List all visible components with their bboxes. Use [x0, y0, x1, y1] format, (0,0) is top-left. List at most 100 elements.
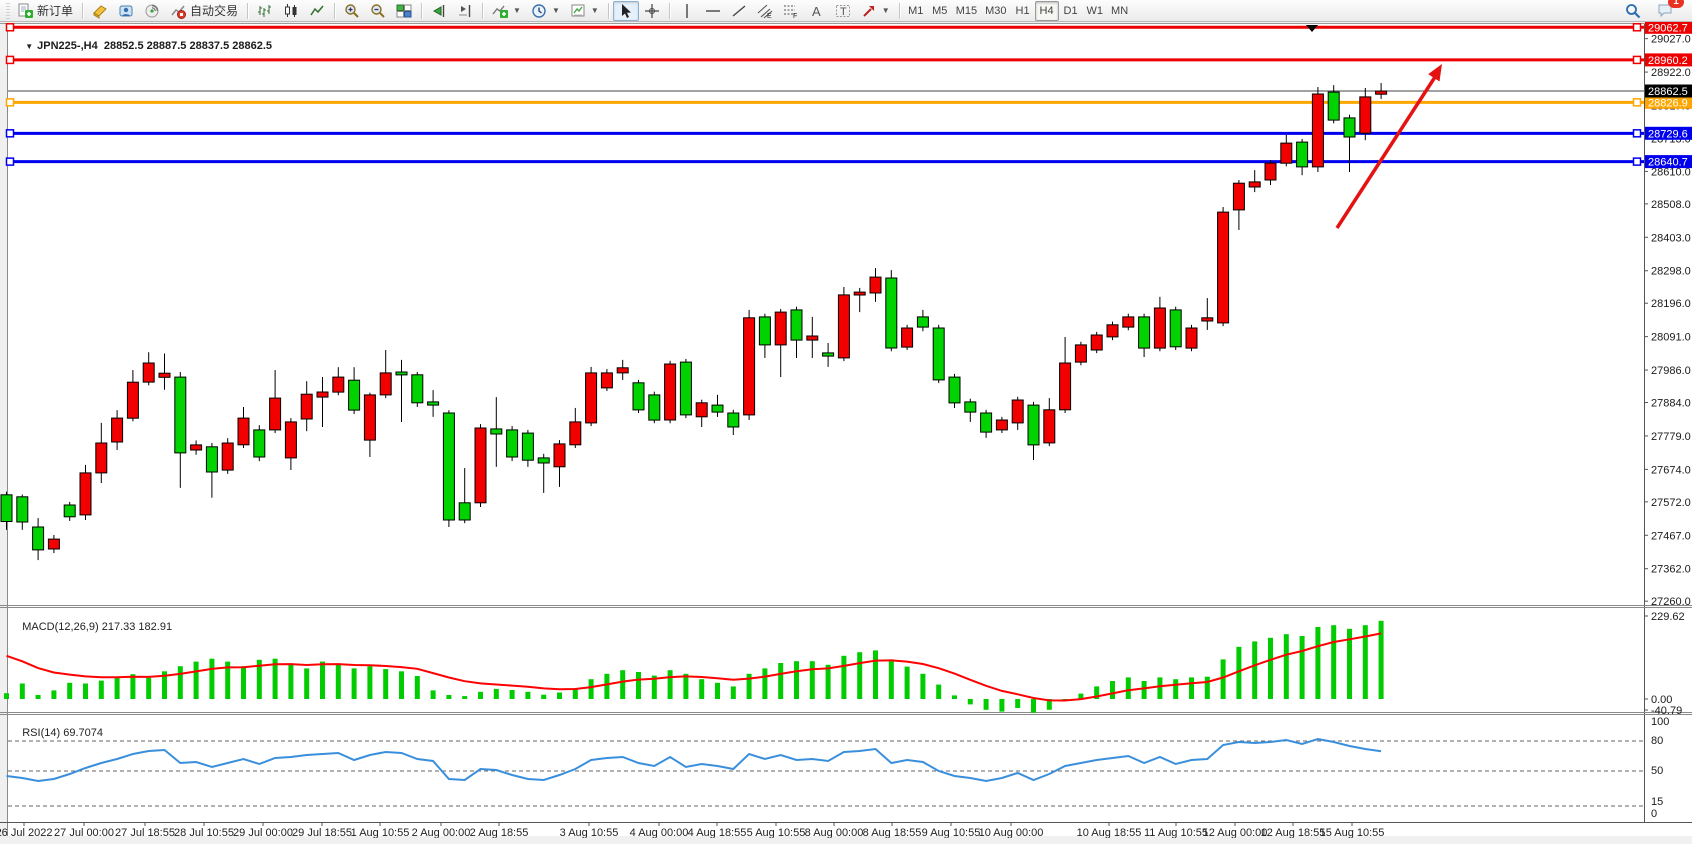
- time-tick-label: 3 Aug 10:55: [560, 827, 619, 839]
- auto-scroll-button[interactable]: [426, 1, 452, 21]
- macd-bar: [1141, 681, 1147, 699]
- macd-bar: [509, 690, 515, 699]
- macd-bar: [1315, 627, 1321, 699]
- cursor-button[interactable]: [612, 0, 639, 21]
- time-tick-label: 27 Jul 00:00: [54, 827, 114, 839]
- templates-button[interactable]: ▼: [565, 1, 604, 21]
- macd-bar: [83, 683, 88, 699]
- svg-text:29062.7: 29062.7: [1648, 22, 1688, 34]
- indicators-button[interactable]: ▼: [487, 1, 526, 21]
- rsi-tick-label: 100: [1651, 716, 1669, 728]
- candle-body: [269, 397, 282, 431]
- bar-chart-button[interactable]: [252, 1, 278, 21]
- macd-bar: [1347, 628, 1352, 699]
- candle-body: [1138, 316, 1151, 349]
- chart-shift-button[interactable]: [452, 1, 478, 21]
- vline-button[interactable]: [674, 1, 700, 21]
- level-handle[interactable]: [5, 55, 15, 65]
- hline-button[interactable]: [700, 1, 726, 21]
- tile-windows-button[interactable]: [391, 1, 417, 21]
- candle-body: [379, 372, 392, 396]
- macd-bar: [1236, 646, 1242, 699]
- candle-body: [932, 327, 945, 381]
- level-handle[interactable]: [5, 129, 15, 138]
- market-button[interactable]: [87, 1, 113, 21]
- candle-body: [853, 291, 866, 296]
- candle-body: [1011, 399, 1024, 424]
- candle-body: [126, 381, 139, 419]
- autotrading-button[interactable]: 自动交易: [165, 1, 243, 21]
- trendline-button[interactable]: [726, 1, 752, 21]
- separator: [668, 2, 670, 19]
- candle-body: [600, 372, 613, 389]
- timeframe-M30[interactable]: M30: [981, 1, 1010, 21]
- level-handle[interactable]: [1632, 157, 1642, 166]
- candle-body: [395, 371, 408, 376]
- candle-body: [1059, 362, 1072, 411]
- text-label-button[interactable]: T: [830, 1, 856, 21]
- level-handle[interactable]: [1632, 55, 1642, 65]
- text-button[interactable]: A: [804, 1, 830, 21]
- signals-button[interactable]: [139, 1, 165, 21]
- autotrading-icon: [170, 3, 187, 19]
- level-handle[interactable]: [1632, 23, 1642, 32]
- zoom-out-button[interactable]: [365, 1, 391, 21]
- timeframe-M15[interactable]: M15: [952, 1, 981, 21]
- timeframe-H4[interactable]: H4: [1034, 0, 1059, 21]
- collapse-arrow-icon[interactable]: ▼: [25, 42, 34, 51]
- candle-body: [190, 444, 203, 451]
- level-handle[interactable]: [1632, 129, 1642, 138]
- search-button[interactable]: [1620, 1, 1646, 21]
- macd-bar: [746, 673, 752, 699]
- macd-bar: [778, 663, 784, 699]
- zoom-in-button[interactable]: [339, 1, 365, 21]
- macd-bar: [130, 674, 136, 699]
- fibonacci-button[interactable]: F: [778, 1, 804, 21]
- level-handle[interactable]: [5, 157, 15, 166]
- macd-bar: [98, 680, 104, 699]
- level-handle[interactable]: [5, 23, 15, 32]
- candle-body: [1311, 93, 1324, 168]
- candlestick-button[interactable]: [278, 1, 304, 21]
- level-price-tag: 28960.2: [1645, 53, 1692, 67]
- timeframe-D1[interactable]: D1: [1059, 1, 1083, 21]
- timeframe-H1[interactable]: H1: [1011, 1, 1035, 21]
- level-price-tag: 29062.7: [1645, 20, 1692, 34]
- macd-bar: [952, 695, 957, 699]
- svg-text:F: F: [793, 13, 797, 19]
- level-handle[interactable]: [5, 98, 15, 107]
- macd-bar: [320, 661, 325, 699]
- macd-bar: [1189, 677, 1194, 699]
- level-handle[interactable]: [1632, 98, 1642, 107]
- arrows-button[interactable]: ▼: [856, 1, 895, 21]
- price-tick-label: 27779.0: [1651, 431, 1691, 443]
- timeframe-MN[interactable]: MN: [1107, 1, 1132, 21]
- trend-arrow[interactable]: [1335, 64, 1442, 229]
- line-chart-button[interactable]: [304, 1, 330, 21]
- macd-bar: [557, 692, 562, 699]
- price-tick-label: 28196.0: [1651, 298, 1691, 310]
- channel-button[interactable]: E: [752, 1, 778, 21]
- time-tick-label: 9 Aug 10:55: [922, 827, 981, 839]
- timeframe-M1[interactable]: M1: [904, 1, 928, 21]
- macd-bar: [1125, 677, 1131, 699]
- crosshair-button[interactable]: [639, 1, 665, 21]
- candle-body: [743, 317, 756, 416]
- macd-bar: [493, 688, 499, 699]
- macd-bar: [541, 694, 547, 699]
- new-order-button[interactable]: 新订单: [12, 1, 78, 21]
- vertical-line-icon: [679, 3, 695, 19]
- time-tick-label: 29 Jul 18:55: [292, 827, 352, 839]
- candle-body: [1169, 309, 1182, 348]
- timeframe-M5[interactable]: M5: [928, 1, 952, 21]
- top-marker-icon[interactable]: [1306, 25, 1318, 32]
- separator: [334, 2, 336, 19]
- timeframe-W1[interactable]: W1: [1083, 1, 1108, 21]
- macd-bar: [1220, 659, 1226, 699]
- candle-body: [237, 417, 250, 446]
- notification-badge[interactable]: 1: [1668, 0, 1684, 8]
- macd-bar: [1157, 677, 1163, 699]
- periods-button[interactable]: ▼: [526, 1, 565, 21]
- community-button[interactable]: [113, 1, 139, 21]
